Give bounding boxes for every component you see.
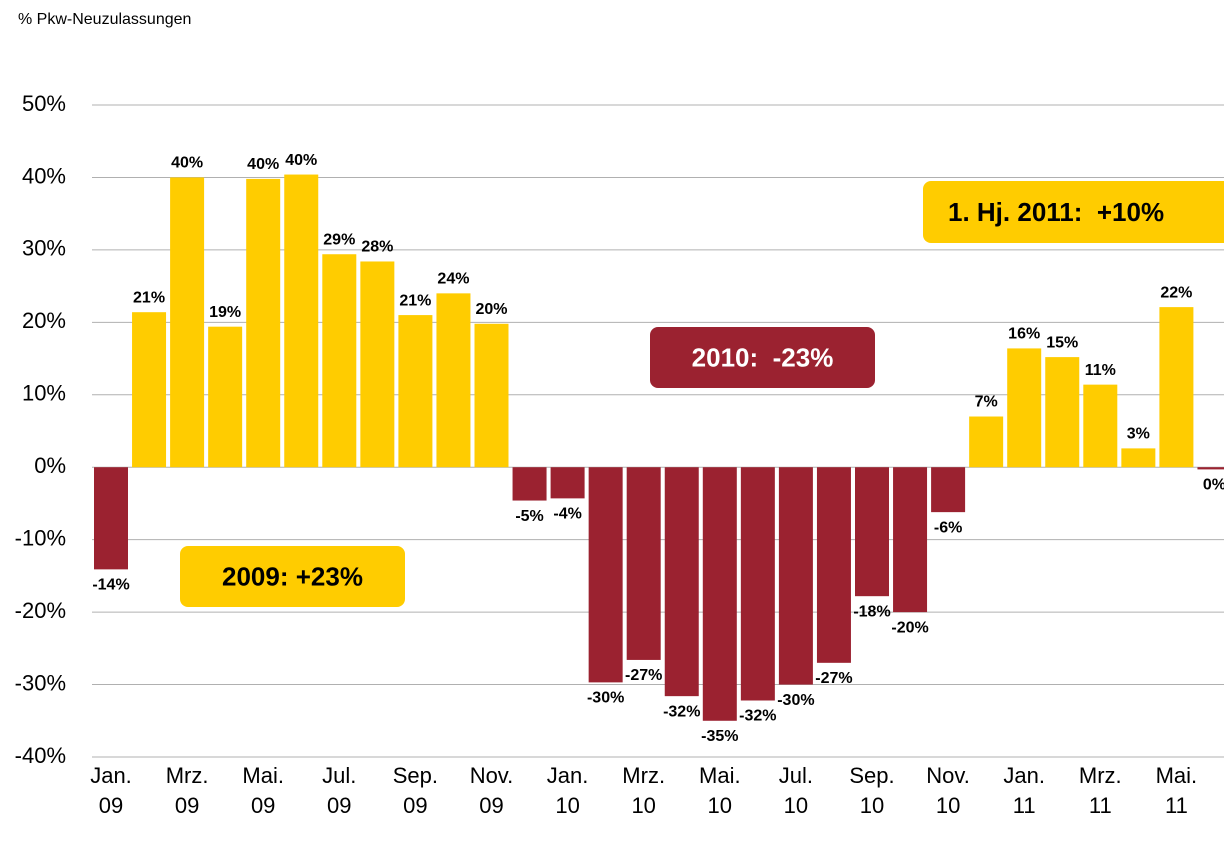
bar	[512, 467, 547, 501]
bar	[588, 467, 623, 683]
bar	[1045, 357, 1080, 468]
bar	[626, 467, 661, 660]
y-tick-label: -30%	[15, 670, 66, 695]
x-tick-label: Mrz. 11	[1078, 763, 1122, 818]
data-label: -30%	[777, 692, 814, 709]
data-label: 19%	[209, 304, 241, 321]
bar	[436, 293, 471, 468]
bar	[855, 467, 889, 597]
data-label: 21%	[399, 292, 431, 309]
data-label: 28%	[361, 239, 393, 256]
x-tick-label: Nov. 10	[926, 763, 970, 818]
data-label: -32%	[663, 703, 700, 720]
bar	[170, 177, 205, 468]
bar	[816, 467, 851, 663]
data-label: -30%	[587, 690, 624, 707]
data-label: -35%	[701, 728, 738, 745]
bar	[1083, 384, 1118, 468]
annotation-box	[923, 181, 1224, 243]
y-tick-label: -20%	[15, 598, 66, 623]
bar	[1159, 307, 1194, 468]
annotation-box	[180, 546, 405, 607]
data-label: 20%	[475, 301, 507, 318]
bar	[931, 467, 966, 513]
data-label: -14%	[92, 577, 129, 594]
data-label: 22%	[1160, 284, 1192, 301]
x-tick-label: Mai. 09	[242, 763, 284, 818]
y-axis-label: % Pkw-Neuzulassungen	[18, 11, 191, 28]
bar	[740, 467, 775, 701]
x-tick-label: Sep. 09	[392, 763, 439, 818]
data-label: 40%	[171, 155, 203, 172]
x-tick-label: Jan. 10	[546, 763, 589, 818]
y-tick-label: -10%	[15, 525, 66, 550]
y-tick-label: 0%	[34, 453, 66, 478]
data-label: -27%	[625, 667, 662, 684]
data-label: -32%	[739, 708, 776, 725]
bar	[360, 261, 395, 468]
data-label: -18%	[853, 603, 890, 620]
x-tick-label: Jul. 09	[322, 763, 357, 818]
data-label: 16%	[1008, 326, 1040, 343]
y-tick-label: -40%	[15, 743, 66, 768]
y-tick-label: 40%	[22, 163, 66, 188]
x-tick-label: Jan. 09	[90, 763, 132, 818]
data-label: -5%	[515, 508, 543, 525]
data-label: 15%	[1046, 334, 1078, 351]
data-label: -4%	[553, 506, 581, 523]
bar	[246, 178, 281, 468]
x-tick-label: Mrz. 10	[622, 763, 666, 818]
annotation-text: 2010: -23%	[692, 342, 834, 372]
bar	[1007, 348, 1042, 468]
bar	[778, 467, 813, 685]
x-tick-label: Mrz. 09	[165, 763, 209, 818]
data-label: 40%	[285, 152, 317, 169]
data-label: 0%	[1203, 477, 1224, 494]
annotation-box	[650, 327, 875, 388]
data-label: 11%	[1085, 362, 1116, 379]
y-tick-label: 20%	[22, 308, 66, 333]
bar	[208, 326, 243, 468]
data-label: 3%	[1127, 426, 1150, 443]
bar	[1121, 448, 1156, 468]
bar	[322, 254, 357, 468]
x-tick-label: Mai. 11	[1155, 763, 1198, 818]
data-label: 7%	[975, 394, 998, 411]
data-label: -27%	[815, 670, 852, 687]
x-tick-label: Jul. 10	[778, 763, 814, 818]
bar	[398, 315, 433, 468]
bar	[94, 467, 128, 570]
x-tick-label: Jan. 11	[1003, 763, 1045, 818]
annotation-text: 1. Hj. 2011: +10%	[948, 197, 1164, 227]
annotation-text: 2009: +23%	[222, 561, 363, 591]
data-label: 29%	[323, 231, 355, 248]
x-tick-label: Sep. 10	[849, 763, 895, 818]
bar	[702, 467, 737, 721]
bar	[284, 174, 319, 468]
bar	[664, 467, 699, 697]
y-tick-label: 30%	[22, 236, 66, 261]
y-tick-label: 50%	[22, 91, 66, 116]
bar	[893, 467, 928, 613]
bar	[474, 323, 509, 468]
bar	[550, 467, 585, 499]
x-tick-label: Mai. 10	[699, 763, 741, 818]
bar	[969, 416, 1004, 468]
x-tick-label: Nov. 09	[469, 763, 514, 818]
y-tick-label: 10%	[22, 381, 66, 406]
data-label: -20%	[891, 619, 928, 636]
bar	[132, 312, 167, 468]
data-label: 21%	[133, 289, 165, 306]
data-label: 24%	[437, 271, 469, 288]
data-label: 40%	[247, 156, 279, 173]
bar	[1197, 467, 1224, 470]
data-label: -6%	[934, 519, 962, 536]
